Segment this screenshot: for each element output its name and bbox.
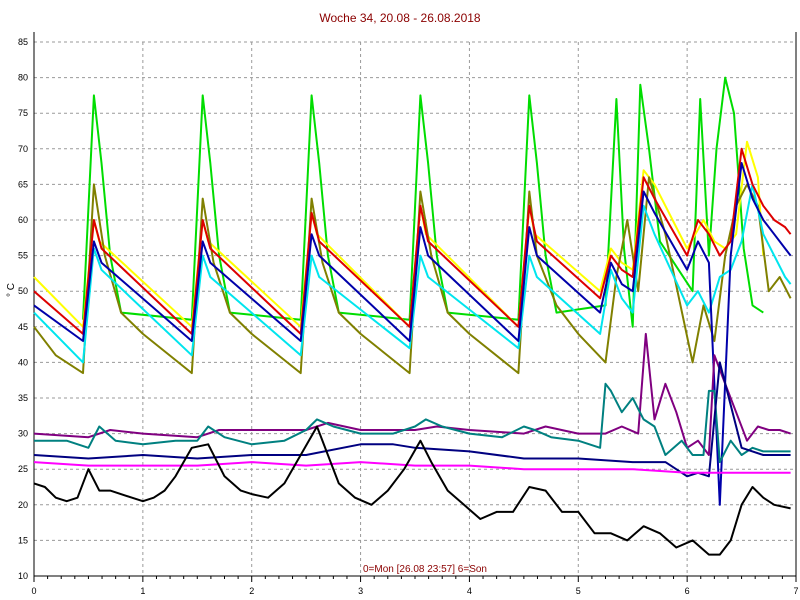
axes bbox=[33, 32, 797, 582]
series-lines bbox=[33, 76, 792, 556]
y-axis-label: ° C bbox=[6, 283, 17, 297]
series-line-3 bbox=[33, 183, 792, 364]
x-tick-labels: 0 1 2 3 4 5 6 7 bbox=[31, 586, 798, 596]
y-tick-label: 35 bbox=[18, 393, 28, 403]
y-tick-label: 85 bbox=[18, 37, 28, 47]
x-tick-label: 5 bbox=[576, 586, 581, 596]
x-tick-label: 7 bbox=[793, 586, 798, 596]
y-tick-label: 15 bbox=[18, 535, 28, 545]
y-tick-label: 20 bbox=[18, 500, 28, 510]
x-tick-label: 6 bbox=[685, 586, 690, 596]
x-tick-label: 2 bbox=[249, 586, 254, 596]
x-tick-label: 4 bbox=[467, 586, 472, 596]
y-tick-label: 80 bbox=[18, 73, 28, 83]
x-axis-caption: 0=Mon [26.08 23:57] 6=Son bbox=[363, 564, 487, 575]
y-tick-label: 45 bbox=[18, 322, 28, 332]
series-line-9 bbox=[33, 461, 791, 474]
x-tick-label: 1 bbox=[140, 586, 145, 596]
series-line-10 bbox=[33, 425, 791, 556]
y-tick-label: 60 bbox=[18, 215, 28, 225]
y-tick-label: 50 bbox=[18, 286, 28, 296]
x-tick-label: 3 bbox=[358, 586, 363, 596]
x-tick-label: 0 bbox=[31, 586, 36, 596]
y-tick-label: 75 bbox=[18, 108, 28, 118]
chart-title: Woche 34, 20.08 - 26.08.2018 bbox=[319, 11, 481, 25]
y-tick-label: 10 bbox=[18, 571, 28, 581]
y-tick-label: 55 bbox=[18, 251, 28, 261]
series-line-7 bbox=[34, 382, 791, 464]
y-tick-label: 70 bbox=[18, 144, 28, 154]
series-line-5 bbox=[33, 162, 792, 506]
y-tick-label: 65 bbox=[18, 179, 28, 189]
y-tick-label: 40 bbox=[18, 357, 28, 367]
y-tick-labels: 10 15 20 25 30 35 40 45 50 55 60 65 70 75 80 85 bbox=[18, 37, 28, 581]
y-tick-label: 30 bbox=[18, 429, 28, 439]
y-tick-label: 25 bbox=[18, 464, 28, 474]
series-line-2 bbox=[33, 176, 792, 375]
series-line-6 bbox=[33, 332, 791, 456]
series-line-4 bbox=[33, 147, 792, 335]
